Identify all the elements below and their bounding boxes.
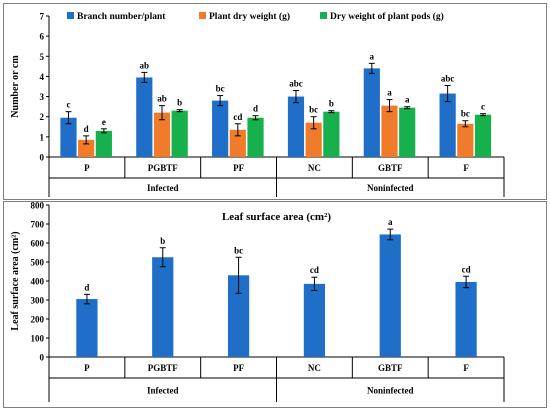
significance-letter: ab	[140, 60, 150, 70]
significance-letter: abc	[441, 73, 455, 83]
significance-letter: a	[388, 217, 393, 227]
bar	[152, 257, 174, 357]
significance-letter: cd	[462, 264, 471, 274]
bar	[455, 281, 477, 357]
y-tick-label: 600	[31, 239, 45, 249]
x-category-label: NC	[308, 163, 321, 173]
bar	[439, 93, 456, 157]
significance-letter: bc	[216, 84, 225, 94]
legend-label: Dry weight of plant pods (g)	[330, 11, 444, 22]
y-axis-label: Number or cm	[10, 55, 21, 118]
significance-letter: bc	[461, 109, 470, 119]
bar	[381, 105, 398, 157]
y-tick-label: 200	[31, 315, 45, 325]
significance-letter: bc	[309, 105, 318, 115]
y-tick-label: 300	[31, 296, 45, 306]
x-category-label: GBTF	[378, 363, 403, 373]
x-category-label: P	[84, 163, 90, 173]
group-label: Infected	[147, 386, 179, 396]
legend-swatch	[67, 12, 74, 19]
significance-letter: ab	[157, 94, 167, 104]
legend-swatch	[199, 12, 206, 19]
group-label: Noninfected	[367, 183, 414, 193]
x-category-label: GBTF	[378, 163, 403, 173]
significance-letter: b	[177, 98, 182, 108]
significance-letter: e	[102, 117, 106, 127]
bar	[227, 275, 250, 357]
significance-letter: c	[481, 102, 485, 112]
bar	[457, 123, 474, 157]
bar	[171, 110, 188, 157]
significance-letter: d	[84, 124, 89, 134]
y-tick-label: 400	[31, 277, 45, 287]
bar	[76, 299, 98, 357]
x-category-label: PF	[233, 163, 244, 173]
y-tick-label: 0	[40, 353, 45, 363]
significance-letter: a	[387, 88, 392, 98]
group-label: Noninfected	[367, 386, 414, 396]
chart-panel-top: Number or cm 0 1 2 3 4 5 6 7 c ab bc abc a abc d ab cd bc a…	[3, 3, 547, 200]
significance-letter: cd	[233, 112, 242, 122]
x-category-label: PF	[233, 363, 244, 373]
bar	[247, 117, 264, 157]
significance-letter: b	[329, 99, 334, 109]
bar	[363, 68, 380, 157]
significance-letter: abc	[289, 79, 303, 89]
bar	[303, 283, 326, 357]
significance-letter: bc	[234, 245, 243, 255]
group-label: Infected	[147, 183, 179, 193]
y-tick-label: 5	[40, 52, 45, 62]
bar	[379, 234, 401, 357]
chart-bottom-svg: Leaf surface area (cm²) Leaf surface area…	[10, 202, 505, 402]
significance-letter: a	[370, 51, 375, 61]
significance-letter: b	[160, 236, 165, 246]
legend-label: Branch number/plant	[77, 12, 166, 22]
y-tick-label: 7	[40, 12, 45, 22]
y-tick-label: 2	[40, 112, 45, 122]
y-axis-label: Leaf surface area (cm²)	[10, 231, 21, 330]
significance-letter: cd	[310, 265, 319, 275]
bar	[287, 96, 305, 157]
y-tick-label: 500	[31, 258, 45, 268]
significance-letter: d	[253, 104, 258, 114]
bar	[323, 111, 340, 157]
chart-panel-bottom: Leaf surface area (cm²) Leaf surface area…	[3, 201, 547, 408]
x-category-label: F	[463, 363, 469, 373]
y-tick-label: 4	[40, 72, 45, 82]
y-tick-label: 6	[40, 32, 45, 42]
x-category-label: PGBTF	[148, 363, 179, 373]
legend-swatch	[320, 12, 327, 19]
bar	[305, 122, 322, 157]
bar	[60, 117, 77, 157]
bar	[153, 112, 171, 157]
y-tick-label: 1	[40, 132, 45, 142]
y-tick-label: 800	[31, 202, 45, 211]
bar	[399, 107, 416, 157]
y-tick-label: 100	[31, 334, 45, 344]
x-category-label: F	[463, 163, 469, 173]
chart-top-svg: Number or cm01234567cabbcabcaabcdabcdbca…	[10, 11, 505, 197]
y-tick-label: 3	[40, 92, 45, 102]
significance-letter: d	[84, 282, 89, 292]
chart-title: Leaf surface area (cm²)	[222, 211, 331, 223]
bar	[212, 100, 229, 157]
bar	[136, 77, 153, 157]
x-category-label: P	[84, 363, 90, 373]
bar	[78, 139, 95, 157]
x-category-label: PGBTF	[148, 163, 179, 173]
bar	[95, 130, 112, 157]
bar	[474, 114, 492, 157]
y-tick-label: 700	[31, 220, 45, 230]
significance-letter: a	[405, 95, 410, 105]
legend-label: Plant dry weight (g)	[209, 11, 290, 22]
x-category-label: NC	[308, 363, 321, 373]
y-tick-label: 0	[40, 153, 45, 163]
significance-letter: c	[66, 100, 70, 110]
bar	[229, 129, 246, 157]
